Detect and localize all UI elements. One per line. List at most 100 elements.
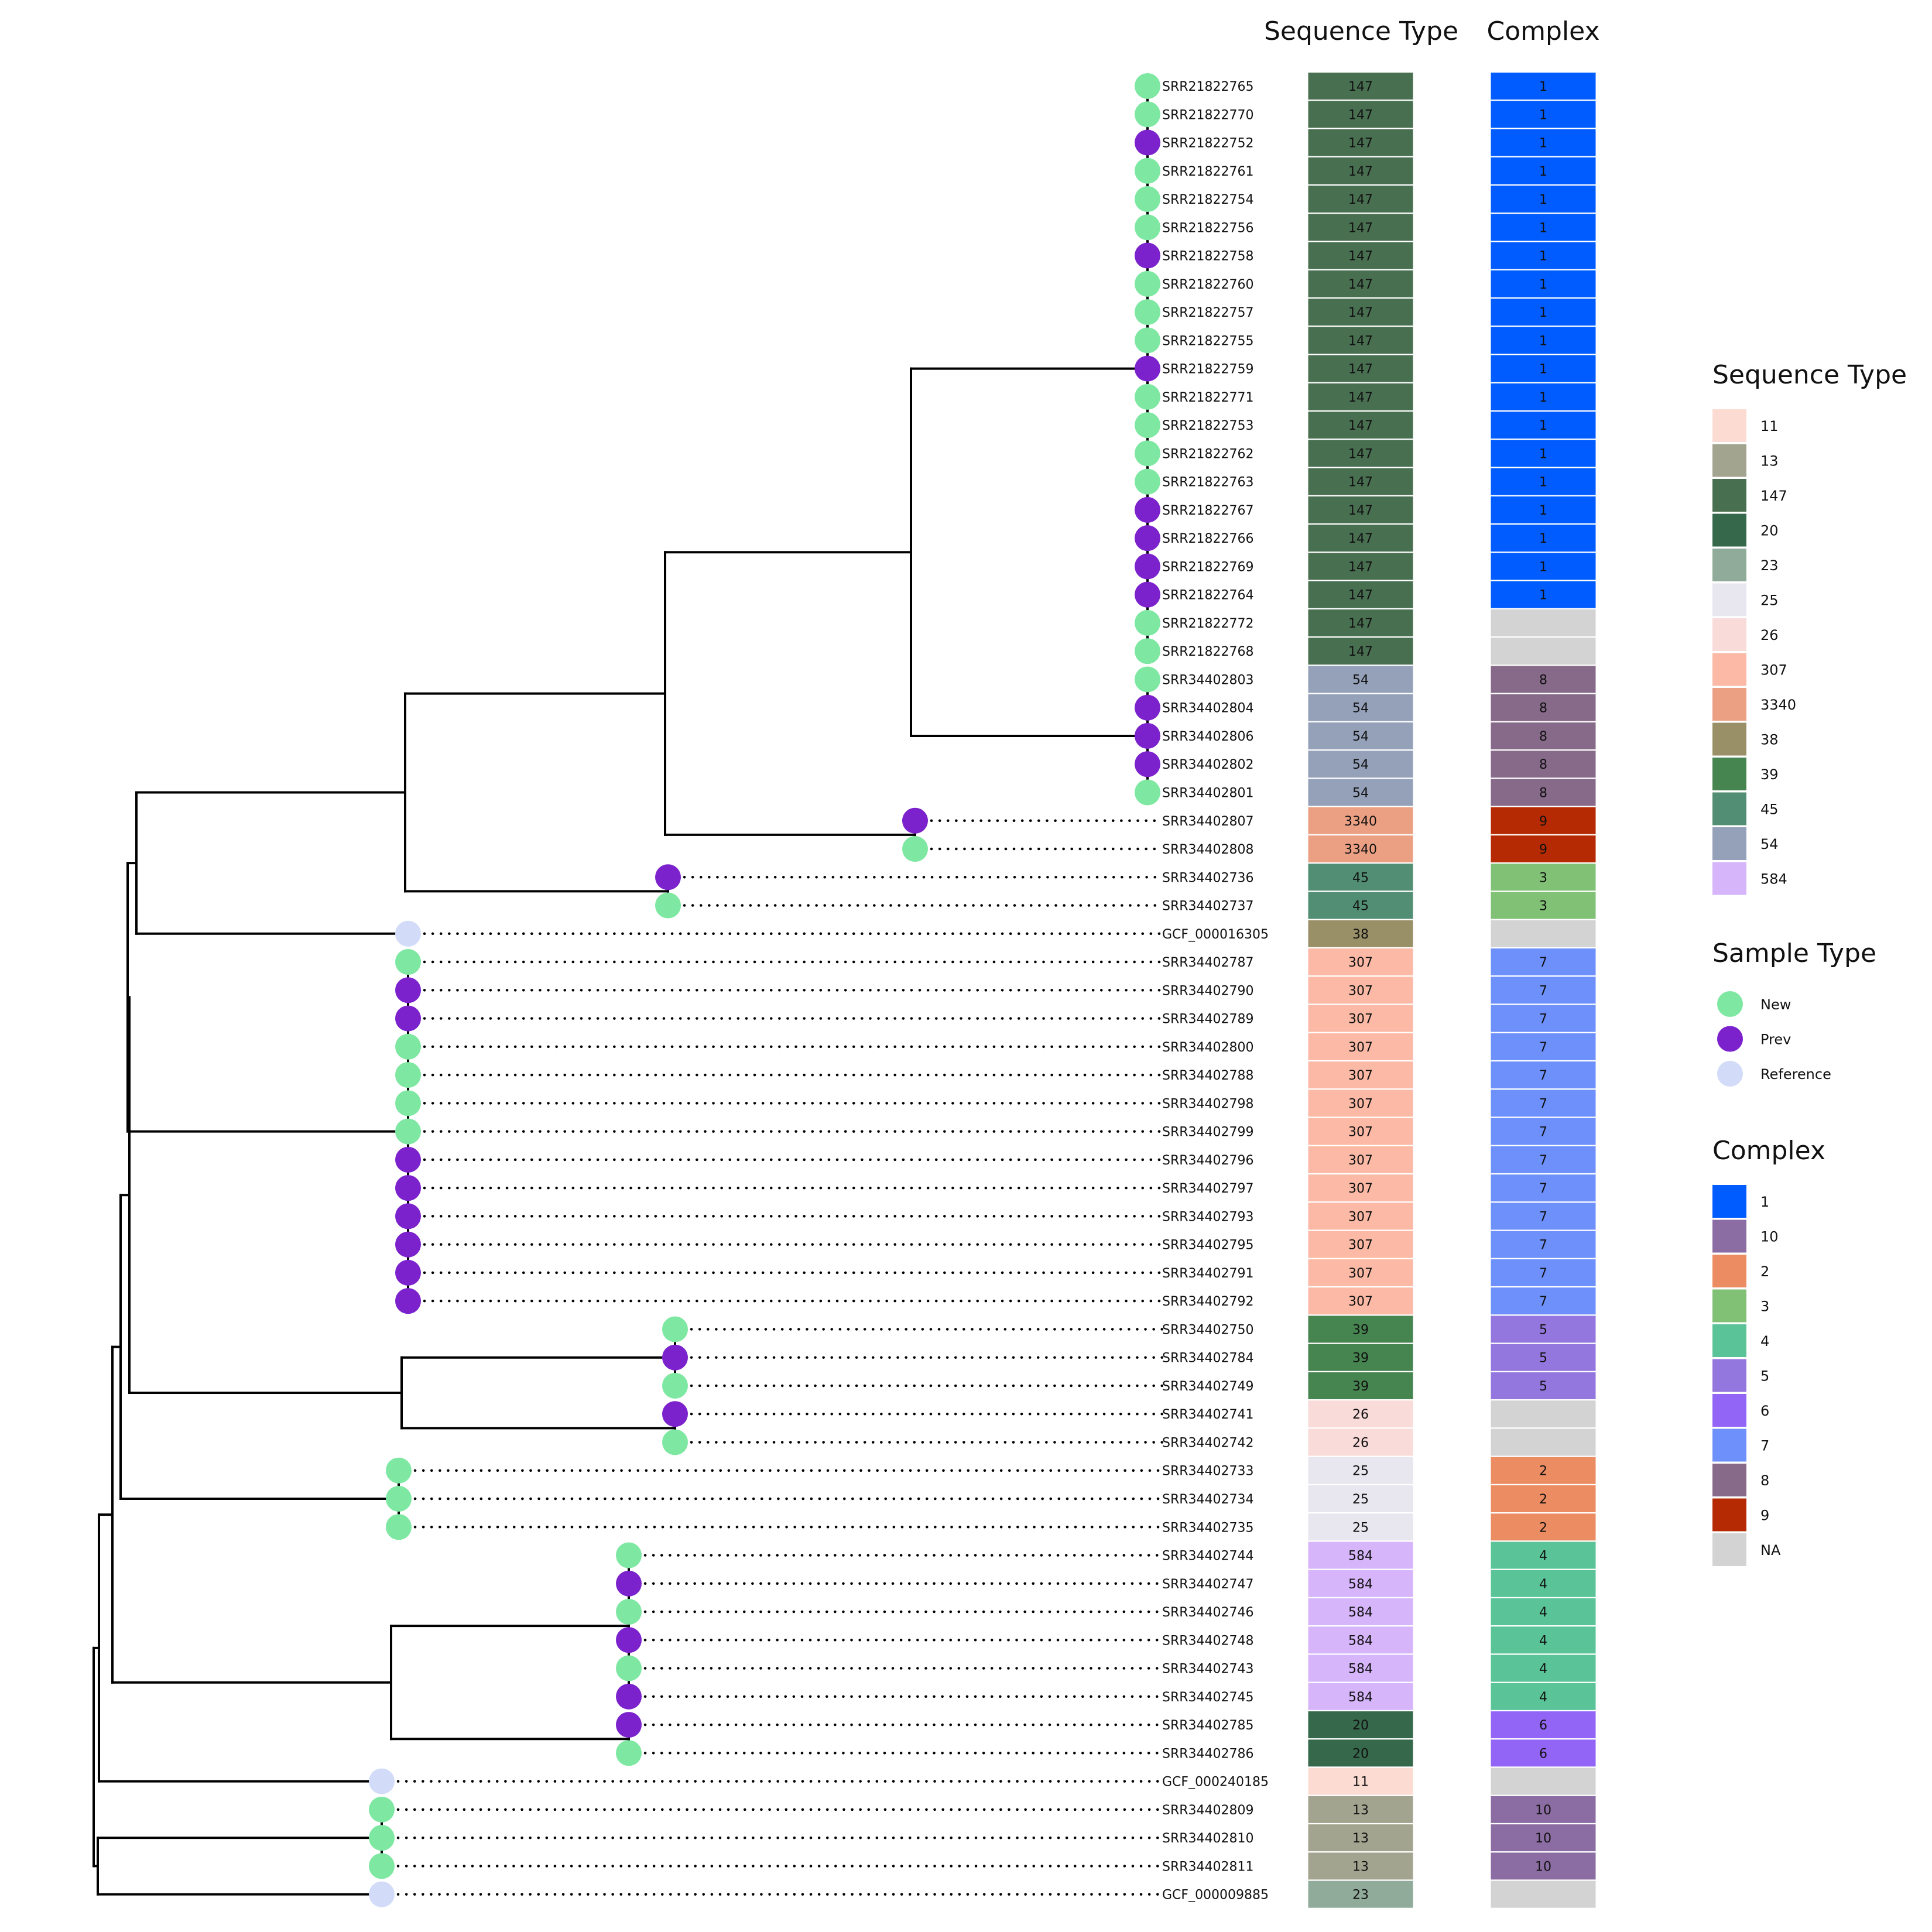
complex-value: 1 xyxy=(1539,588,1547,603)
tip-point xyxy=(395,1118,421,1145)
tip-point xyxy=(902,836,928,862)
tip-label: SRR34402789 xyxy=(1162,1012,1254,1027)
sequence-type-cell xyxy=(1307,269,1414,298)
complex-value: 7 xyxy=(1539,955,1547,970)
sequence-type-value: 20 xyxy=(1352,1746,1369,1761)
sequence-type-value: 25 xyxy=(1352,1492,1369,1507)
legend-swatch xyxy=(1712,1185,1746,1218)
sequence-type-cell xyxy=(1307,1117,1414,1146)
legend-label: 26 xyxy=(1760,627,1779,643)
legend-label: 6 xyxy=(1760,1403,1769,1419)
sequence-type-value: 584 xyxy=(1348,1549,1373,1564)
tip-label: SRR34402736 xyxy=(1162,871,1254,885)
legend-swatch xyxy=(1712,1498,1746,1532)
tip-point xyxy=(1135,525,1160,551)
tip-point xyxy=(1135,101,1160,128)
legend-label: 13 xyxy=(1760,453,1779,470)
sequence-type-cell xyxy=(1307,1061,1414,1090)
tip-point xyxy=(616,1683,642,1710)
complex-cell xyxy=(1490,1258,1597,1287)
legend-label: 8 xyxy=(1760,1472,1769,1489)
complex-cell xyxy=(1490,637,1597,666)
legend-swatch xyxy=(1712,862,1746,895)
complex-value: 1 xyxy=(1539,278,1547,292)
tip-label: SRR34402807 xyxy=(1162,814,1254,829)
sequence-type-value: 307 xyxy=(1348,1153,1373,1168)
sequence-type-value: 584 xyxy=(1348,1633,1373,1648)
complex-value: 8 xyxy=(1539,673,1547,687)
tip-point xyxy=(395,949,421,975)
sequence-type-value: 307 xyxy=(1348,1238,1373,1253)
complex-cell xyxy=(1490,1089,1597,1118)
legend-label: Reference xyxy=(1760,1066,1831,1083)
complex-cell xyxy=(1490,1004,1597,1033)
complex-cell xyxy=(1490,1202,1597,1231)
tip-point xyxy=(1135,496,1160,523)
complex-cell xyxy=(1490,354,1597,383)
complex-value: 7 xyxy=(1539,1181,1547,1196)
sequence-type-value: 147 xyxy=(1348,616,1373,631)
complex-value: 2 xyxy=(1539,1492,1547,1507)
tip-label: SRR34402803 xyxy=(1162,673,1254,687)
complex-value: 4 xyxy=(1539,1605,1547,1620)
sequence-type-cell xyxy=(1307,1485,1414,1513)
tip-label: SRR34402810 xyxy=(1162,1831,1254,1846)
tip-point xyxy=(1135,186,1160,213)
complex-cell xyxy=(1490,241,1597,270)
sequence-type-cell xyxy=(1307,891,1414,920)
complex-cell xyxy=(1490,1824,1597,1852)
sequence-type-cell xyxy=(1307,1230,1414,1259)
tip-point xyxy=(1135,638,1160,664)
complex-cell xyxy=(1490,1711,1597,1739)
tip-label: SRR21822757 xyxy=(1162,306,1254,320)
complex-value: 4 xyxy=(1539,1577,1547,1592)
sequence-type-value: 54 xyxy=(1352,758,1369,772)
complex-cell xyxy=(1490,298,1597,327)
tip-label: SRR34402802 xyxy=(1162,758,1254,772)
sequence-type-value: 26 xyxy=(1352,1407,1369,1422)
legend-label: NA xyxy=(1760,1542,1781,1558)
sequence-type-value: 23 xyxy=(1352,1888,1369,1903)
sequence-type-cell xyxy=(1307,1400,1414,1429)
complex-value: 7 xyxy=(1539,1097,1547,1111)
sequence-type-value: 147 xyxy=(1348,560,1373,574)
sequence-type-value: 147 xyxy=(1348,532,1373,546)
tip-point xyxy=(1135,327,1160,354)
legend-label: 5 xyxy=(1760,1368,1769,1385)
tip-label: SRR34402787 xyxy=(1162,955,1254,970)
complex-cell xyxy=(1490,1315,1597,1344)
tip-label: SRR34402786 xyxy=(1162,1746,1254,1761)
complex-cell xyxy=(1490,382,1597,411)
sequence-type-value: 147 xyxy=(1348,165,1373,179)
sequence-type-cell xyxy=(1307,1654,1414,1683)
legend-swatch xyxy=(1712,758,1746,790)
tip-point xyxy=(616,1599,642,1625)
tip-label: SRR21822765 xyxy=(1162,80,1254,94)
complex-value: 4 xyxy=(1539,1690,1547,1705)
tip-point xyxy=(395,1288,421,1314)
complex-cell xyxy=(1490,439,1597,468)
complex-cell xyxy=(1490,863,1597,892)
legend-swatch xyxy=(1712,1533,1746,1566)
complex-cell xyxy=(1490,1654,1597,1683)
complex-value: 5 xyxy=(1539,1351,1547,1366)
tip-point xyxy=(1135,694,1160,721)
legend-swatch xyxy=(1712,1255,1746,1287)
sequence-type-cell xyxy=(1307,976,1414,1005)
sequence-type-value: 54 xyxy=(1352,701,1369,716)
complex-cell xyxy=(1490,1682,1597,1711)
tip-point xyxy=(1135,468,1160,495)
complex-value: 3 xyxy=(1539,871,1547,885)
complex-cell xyxy=(1490,1032,1597,1061)
complex-value: 8 xyxy=(1539,758,1547,772)
tip-point xyxy=(616,1542,642,1568)
complex-value: 6 xyxy=(1539,1718,1547,1733)
sequence-type-cell xyxy=(1307,693,1414,722)
tip-label: SRR34402790 xyxy=(1162,984,1254,998)
complex-value: 1 xyxy=(1539,419,1547,433)
sequence-type-value: 147 xyxy=(1348,108,1373,122)
sequence-type-value: 584 xyxy=(1348,1690,1373,1705)
legend-label: 25 xyxy=(1760,592,1779,609)
tip-label: SRR34402743 xyxy=(1162,1662,1254,1677)
complex-cell xyxy=(1490,156,1597,185)
